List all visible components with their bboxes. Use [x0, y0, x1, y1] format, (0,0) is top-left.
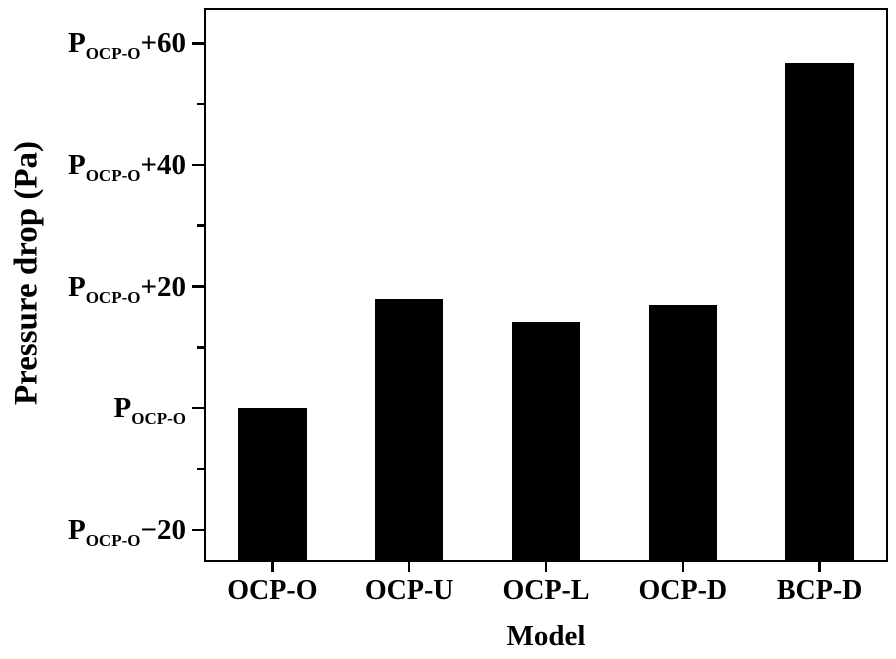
x-tick-label: OCP-D [638, 575, 728, 606]
x-tick-label: OCP-U [364, 575, 454, 606]
x-tick-label: OCP-O [227, 575, 318, 606]
bar-ocp-l [511, 322, 581, 560]
y-tick-label-subscript: OCP-O [85, 44, 141, 64]
x-major-tick [818, 562, 821, 572]
bar-ocp-o [238, 408, 307, 560]
y-major-tick [192, 42, 204, 45]
x-major-tick [544, 562, 548, 572]
y-tick-label-subscript: OCP-O [85, 165, 141, 185]
x-tick-label: OCP-L [502, 575, 590, 606]
y-tick-label-subscript: OCP-O [85, 287, 141, 307]
y-tick-label: POCP-O+60 [68, 23, 186, 63]
y-minor-tick [197, 102, 204, 106]
y-tick-label-base: P [67, 27, 86, 60]
y-tick-label-offset: +40 [140, 148, 186, 181]
y-tick-label: POCP-O+20 [68, 267, 186, 307]
y-tick-label-offset: +60 [140, 27, 186, 60]
y-major-tick [192, 163, 204, 167]
y-minor-tick [197, 224, 204, 227]
x-tick-label: BCP-D [776, 575, 863, 606]
y-tick-label-base: P [113, 392, 132, 425]
y-tick-label: POCP-O [114, 388, 187, 428]
y-tick-label-offset: +20 [140, 270, 186, 303]
y-tick-label-base: P [67, 513, 86, 546]
y-tick-label-subscript: OCP-O [85, 530, 141, 550]
x-axis-title: Model [506, 620, 586, 652]
y-tick-label: POCP-O+40 [68, 145, 186, 185]
y-minor-tick [197, 346, 204, 349]
y-major-tick [192, 528, 204, 532]
y-tick-label-offset: −20 [140, 513, 186, 546]
bar-ocp-u [375, 299, 444, 560]
y-axis-title: Pressure drop (Pa) [8, 141, 45, 405]
bar-ocp-d [648, 305, 717, 560]
y-tick-label-base: P [67, 148, 86, 181]
y-minor-tick [197, 467, 204, 471]
bar-bcp-d [785, 62, 854, 560]
y-tick-label-subscript: OCP-O [131, 409, 186, 429]
x-major-tick [271, 562, 274, 572]
x-major-tick [407, 562, 411, 572]
y-major-tick [192, 285, 204, 288]
y-major-tick [192, 406, 204, 410]
y-tick-label-base: P [67, 270, 86, 303]
x-major-tick [681, 562, 685, 572]
y-tick-label: POCP-O−20 [68, 510, 186, 550]
